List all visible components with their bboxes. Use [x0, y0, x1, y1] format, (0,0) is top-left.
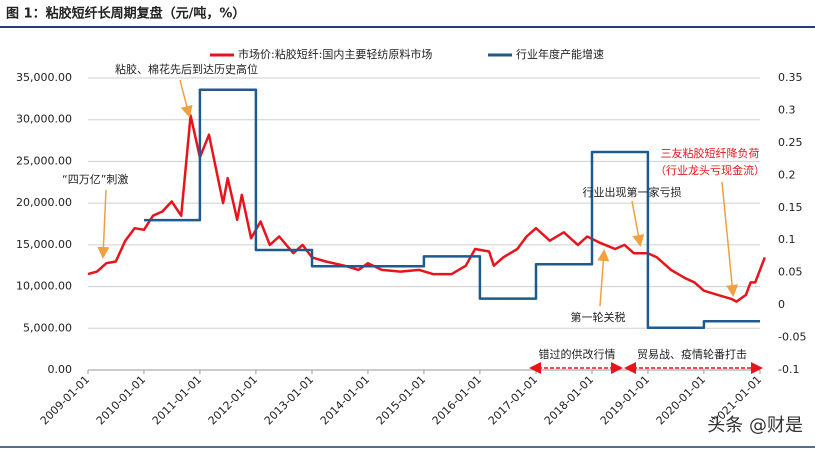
annotation: 行业出现第一家亏损	[583, 185, 682, 199]
watermark: 头条 @财是	[707, 415, 803, 436]
y-tick-label: 20,000.00	[16, 196, 72, 209]
x-tick-label: 2017-01-01	[486, 373, 540, 427]
annotation-arrow	[721, 181, 739, 297]
annotation: 粘胶、棉花先后到达历史高位	[115, 62, 258, 76]
x-tick-label: 2014-01-01	[318, 373, 372, 427]
y2-tick-label: 0.1	[778, 233, 796, 246]
y2-tick-label: 0.35	[778, 71, 803, 84]
y2-tick-label: 0	[778, 298, 785, 311]
annotation-arrow	[631, 200, 645, 247]
y-tick-label: 30,000.00	[16, 113, 72, 126]
y-tick-label: 10,000.00	[16, 280, 72, 293]
x-tick-label: 2013-01-01	[262, 373, 316, 427]
annotation: （行业龙头亏现金流）	[655, 163, 765, 177]
y-tick-label: 15,000.00	[16, 238, 72, 251]
x-tick-label: 2011-01-01	[150, 373, 204, 427]
x-tick-label: 2020-01-01	[654, 373, 708, 427]
y-tick-label: 25,000.00	[16, 154, 72, 167]
annotation-arrow	[179, 79, 193, 118]
x-tick-label: 2009-01-01	[38, 373, 92, 427]
legend-label: 市场价:粘胶短纤:国内主要轻纺原料市场	[238, 47, 432, 61]
y2-tick-label: 0.05	[778, 266, 803, 279]
y2-tick-label: 0.15	[778, 201, 803, 214]
y-tick-label: 0.00	[48, 363, 73, 376]
x-tick-label: 2012-01-01	[206, 373, 260, 427]
legend-label: 行业年度产能增速	[516, 47, 604, 61]
y2-tick-label: 0.2	[778, 168, 796, 181]
y2-tick-label: -0.05	[778, 331, 806, 344]
annotation-arrow	[97, 189, 110, 259]
y2-tick-label: 0.25	[778, 136, 803, 149]
chart-title: 图 1：粘胶短纤长周期复盘（元/吨，%）	[6, 6, 245, 22]
annotation: 三友粘胶短纤降负荷	[661, 146, 760, 160]
series-line	[144, 88, 760, 330]
x-tick-label: 2018-01-01	[542, 373, 596, 427]
y2-tick-label: -0.1	[778, 363, 799, 376]
series-line	[87, 114, 766, 303]
annotation: 错过的供改行情	[539, 347, 616, 361]
annotation-arrow	[597, 249, 610, 307]
x-tick-label: 2010-01-01	[94, 373, 148, 427]
annotation: 贸易战、疫情轮番打击	[637, 347, 747, 361]
x-tick-label: 2015-01-01	[374, 373, 428, 427]
annotation: 第一轮关税	[571, 310, 626, 324]
x-tick-label: 2016-01-01	[430, 373, 484, 427]
annotation: “四万亿”刺激	[62, 172, 128, 186]
y2-tick-label: 0.3	[778, 103, 796, 116]
y-tick-label: 5,000.00	[23, 321, 72, 334]
y-tick-label: 35,000.00	[16, 71, 72, 84]
x-tick-label: 2019-01-01	[598, 373, 652, 427]
